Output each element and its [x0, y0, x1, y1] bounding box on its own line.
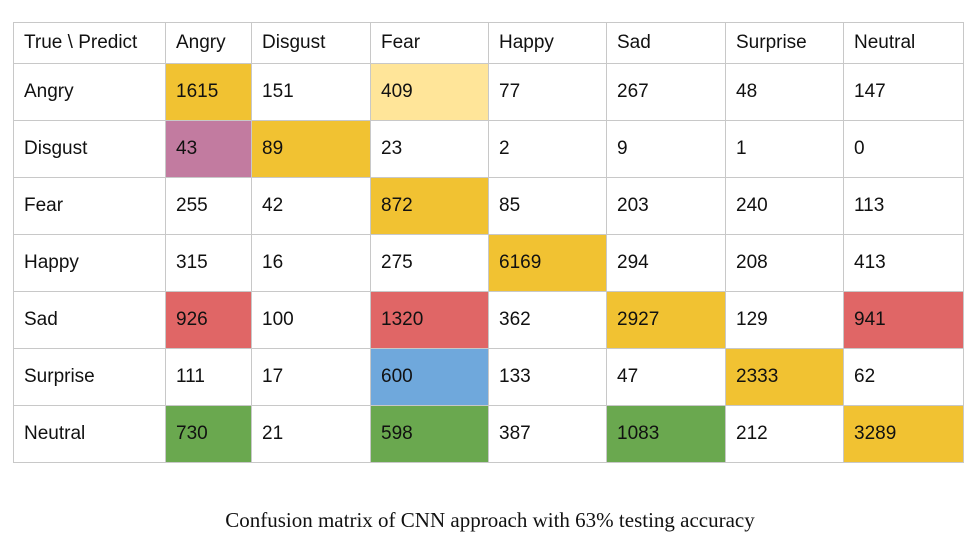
- matrix-cell: 267: [606, 63, 726, 121]
- matrix-cell: 255: [165, 177, 252, 235]
- matrix-cell: 113: [843, 177, 964, 235]
- matrix-cell: 926: [165, 291, 252, 349]
- matrix-cell: 730: [165, 405, 252, 463]
- matrix-cell: 6169: [488, 234, 607, 292]
- matrix-body: True \ Predict Angry Disgust Fear Happy Sad Su…: [13, 22, 964, 463]
- matrix-cell: 85: [488, 177, 607, 235]
- matrix-cell: 941: [843, 291, 964, 349]
- matrix-cell: 1615: [165, 63, 252, 121]
- matrix-cell: 275: [370, 234, 489, 292]
- column-header: Neutral: [843, 22, 964, 64]
- matrix-cell: 2: [488, 120, 607, 178]
- matrix-cell: 600: [370, 348, 489, 406]
- matrix-cell: 9: [606, 120, 726, 178]
- matrix-cell: 1320: [370, 291, 489, 349]
- matrix-cell: 212: [725, 405, 844, 463]
- column-header: Sad: [606, 22, 726, 64]
- matrix-cell: 0: [843, 120, 964, 178]
- matrix-cell: 48: [725, 63, 844, 121]
- matrix-row: Angry 1615 151 409 77 267 48 147: [13, 63, 964, 121]
- column-header: Angry: [165, 22, 252, 64]
- row-header: Happy: [13, 234, 166, 292]
- matrix-cell: 42: [251, 177, 371, 235]
- matrix-cell: 1083: [606, 405, 726, 463]
- matrix-row: Disgust 43 89 23 2 9 1 0: [13, 120, 964, 178]
- matrix-cell: 147: [843, 63, 964, 121]
- matrix-cell: 362: [488, 291, 607, 349]
- column-header: Fear: [370, 22, 489, 64]
- column-header: Happy: [488, 22, 607, 64]
- matrix-cell: 21: [251, 405, 371, 463]
- matrix-cell: 208: [725, 234, 844, 292]
- row-header: Neutral: [13, 405, 166, 463]
- column-header: Disgust: [251, 22, 371, 64]
- confusion-matrix-table: True \ Predict Angry Disgust Fear Happy Sad Su…: [13, 22, 964, 463]
- matrix-cell: 43: [165, 120, 252, 178]
- matrix-cell: 315: [165, 234, 252, 292]
- row-header: Sad: [13, 291, 166, 349]
- row-header: Fear: [13, 177, 166, 235]
- matrix-cell: 77: [488, 63, 607, 121]
- matrix-cell: 16: [251, 234, 371, 292]
- matrix-row: Neutral 730 21 598 387 1083 212 3289: [13, 405, 964, 463]
- matrix-cell: 23: [370, 120, 489, 178]
- header-row: True \ Predict Angry Disgust Fear Happy Sad Su…: [13, 22, 964, 64]
- matrix-cell: 62: [843, 348, 964, 406]
- matrix-cell: 240: [725, 177, 844, 235]
- matrix-cell: 129: [725, 291, 844, 349]
- column-header: Surprise: [725, 22, 844, 64]
- matrix-row: Happy 315 16 275 6169 294 208 413: [13, 234, 964, 292]
- matrix-row: Surprise 111 17 600 133 47 2333 62: [13, 348, 964, 406]
- matrix-cell: 3289: [843, 405, 964, 463]
- matrix-cell: 1: [725, 120, 844, 178]
- matrix-cell: 294: [606, 234, 726, 292]
- matrix-cell: 598: [370, 405, 489, 463]
- matrix-cell: 2927: [606, 291, 726, 349]
- matrix-cell: 17: [251, 348, 371, 406]
- matrix-cell: 2333: [725, 348, 844, 406]
- matrix-cell: 47: [606, 348, 726, 406]
- matrix-row: Sad 926 100 1320 362 2927 129 941: [13, 291, 964, 349]
- matrix-cell: 151: [251, 63, 371, 121]
- corner-label: True \ Predict: [13, 22, 166, 64]
- matrix-cell: 413: [843, 234, 964, 292]
- matrix-cell: 872: [370, 177, 489, 235]
- row-header: Surprise: [13, 348, 166, 406]
- matrix-cell: 100: [251, 291, 371, 349]
- row-header: Disgust: [13, 120, 166, 178]
- row-header: Angry: [13, 63, 166, 121]
- matrix-cell: 203: [606, 177, 726, 235]
- matrix-cell: 387: [488, 405, 607, 463]
- matrix-row: Fear 255 42 872 85 203 240 113: [13, 177, 964, 235]
- matrix-cell: 409: [370, 63, 489, 121]
- figure-caption: Confusion matrix of CNN approach with 63…: [225, 508, 755, 532]
- matrix-cell: 89: [251, 120, 371, 178]
- matrix-cell: 133: [488, 348, 607, 406]
- matrix-cell: 111: [165, 348, 252, 406]
